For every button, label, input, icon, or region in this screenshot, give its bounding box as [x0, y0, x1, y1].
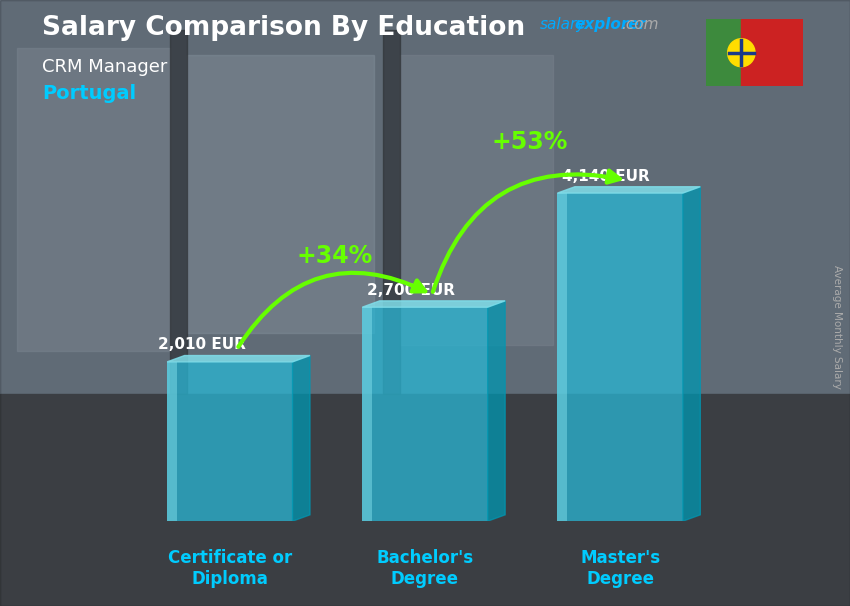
Text: .com: .com — [621, 17, 659, 32]
Text: Certificate or
Diploma: Certificate or Diploma — [167, 549, 292, 588]
Circle shape — [728, 39, 755, 67]
Text: Bachelor's
Degree: Bachelor's Degree — [377, 549, 473, 588]
Bar — [382, 30, 399, 394]
Text: explorer: explorer — [575, 17, 647, 32]
Text: 2,700 EUR: 2,700 EUR — [367, 282, 455, 298]
Bar — [400, 55, 552, 345]
Text: Average Monthly Salary: Average Monthly Salary — [832, 265, 842, 389]
Text: Portugal: Portugal — [42, 84, 137, 102]
Text: +34%: +34% — [297, 244, 372, 268]
Polygon shape — [683, 187, 700, 521]
Bar — [558, 193, 683, 521]
Bar — [0, 394, 850, 606]
Text: 4,140 EUR: 4,140 EUR — [563, 168, 650, 184]
Polygon shape — [167, 356, 310, 362]
Bar — [167, 362, 177, 521]
Polygon shape — [558, 187, 700, 193]
Polygon shape — [292, 356, 310, 521]
Bar — [0, 0, 850, 394]
Bar — [167, 362, 292, 521]
Bar — [362, 307, 488, 521]
Bar — [170, 30, 187, 394]
Text: 2,010 EUR: 2,010 EUR — [158, 338, 246, 352]
Text: +53%: +53% — [491, 130, 568, 155]
Bar — [741, 19, 803, 86]
Bar — [558, 193, 568, 521]
Polygon shape — [488, 301, 505, 521]
Text: CRM Manager: CRM Manager — [42, 58, 167, 76]
Bar — [362, 307, 372, 521]
Polygon shape — [362, 301, 505, 307]
Bar — [706, 19, 741, 86]
Bar — [187, 55, 374, 333]
Text: Master's
Degree: Master's Degree — [580, 549, 660, 588]
Text: Salary Comparison By Education: Salary Comparison By Education — [42, 15, 525, 41]
Bar — [17, 48, 170, 351]
Text: salary: salary — [540, 17, 586, 32]
